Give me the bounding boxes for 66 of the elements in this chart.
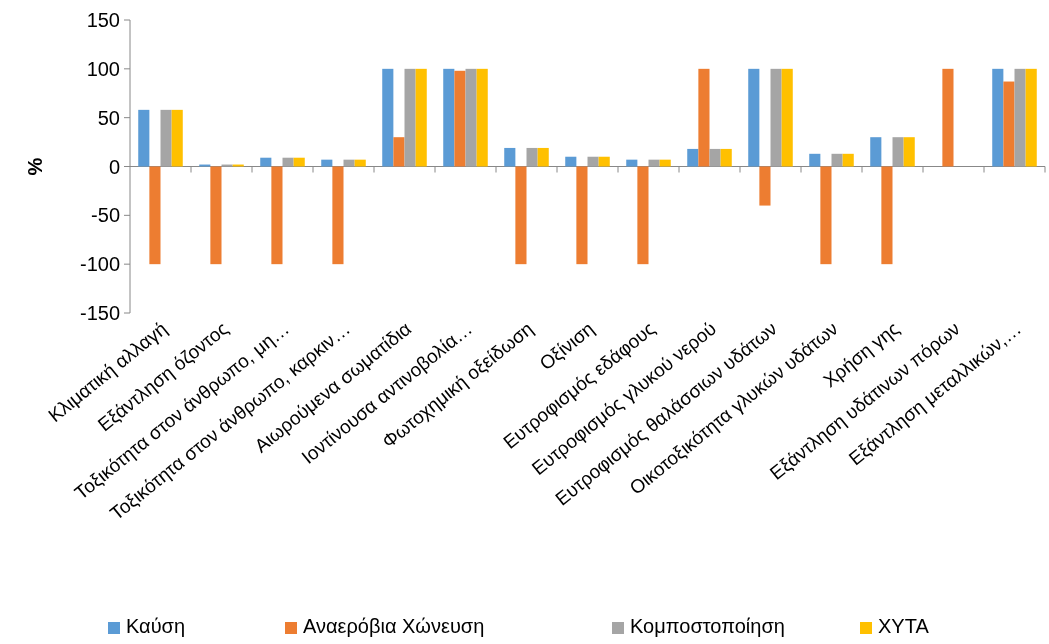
bar: [842, 153, 854, 167]
bar: [626, 159, 638, 167]
bar: [354, 159, 366, 167]
y-tick-label: -150: [79, 302, 120, 324]
bar: [393, 137, 405, 167]
bar: [343, 159, 355, 167]
bar: [1003, 81, 1015, 167]
y-tick-label: 50: [97, 106, 120, 129]
bar: [465, 68, 477, 167]
bar: [598, 156, 610, 167]
legend-label: Αναερόβια Χώνευση: [303, 615, 485, 637]
bar: [820, 166, 832, 265]
bar: [576, 166, 588, 265]
bar: [321, 159, 333, 167]
bar: [1025, 68, 1037, 167]
bar: [892, 137, 904, 167]
y-axis-title: %: [24, 157, 46, 176]
bar: [831, 153, 843, 167]
bar: [210, 166, 222, 265]
bar: [515, 166, 527, 265]
bar: [160, 109, 172, 167]
bar: [443, 68, 455, 167]
bar: [903, 137, 915, 167]
bar: [637, 166, 649, 265]
bar: [271, 166, 283, 265]
bar: [1014, 68, 1026, 167]
y-tick-label: -50: [91, 204, 120, 227]
bar: [149, 166, 161, 265]
bar: [382, 68, 394, 167]
bar: [526, 147, 538, 167]
bar: [404, 68, 416, 167]
bar: [648, 159, 660, 167]
bar: [171, 109, 183, 167]
bar: [720, 148, 732, 167]
bar: [587, 156, 599, 167]
bar: [332, 166, 344, 265]
bar: [870, 137, 882, 167]
y-tick-label: 100: [86, 57, 120, 80]
bar: [698, 68, 710, 167]
bar: [476, 68, 488, 167]
y-tick-label: 0: [108, 155, 120, 178]
bar: [415, 68, 427, 167]
bar: [260, 157, 272, 167]
bar: [759, 166, 771, 206]
bar: [537, 147, 549, 167]
legend-label: Κομποστοποίηση: [630, 615, 785, 637]
bar: [565, 156, 577, 167]
legend-label: ΧΥΤΑ: [878, 615, 930, 637]
bar: [709, 148, 721, 167]
bar: [809, 153, 821, 167]
y-tick-label: -100: [79, 253, 120, 276]
bar: [748, 68, 760, 167]
legend-label: Καύση: [126, 615, 186, 637]
bar: [942, 68, 954, 167]
bar: [992, 68, 1004, 167]
bar: [687, 148, 699, 167]
bar: [293, 157, 305, 167]
bar: [454, 70, 466, 167]
bar: [282, 157, 294, 167]
bar: [881, 166, 893, 265]
bar: [659, 159, 671, 167]
bar: [770, 68, 782, 167]
y-tick-label: 150: [86, 9, 120, 31]
bar: [138, 109, 150, 167]
bar: [781, 68, 793, 167]
bar: [504, 147, 516, 167]
